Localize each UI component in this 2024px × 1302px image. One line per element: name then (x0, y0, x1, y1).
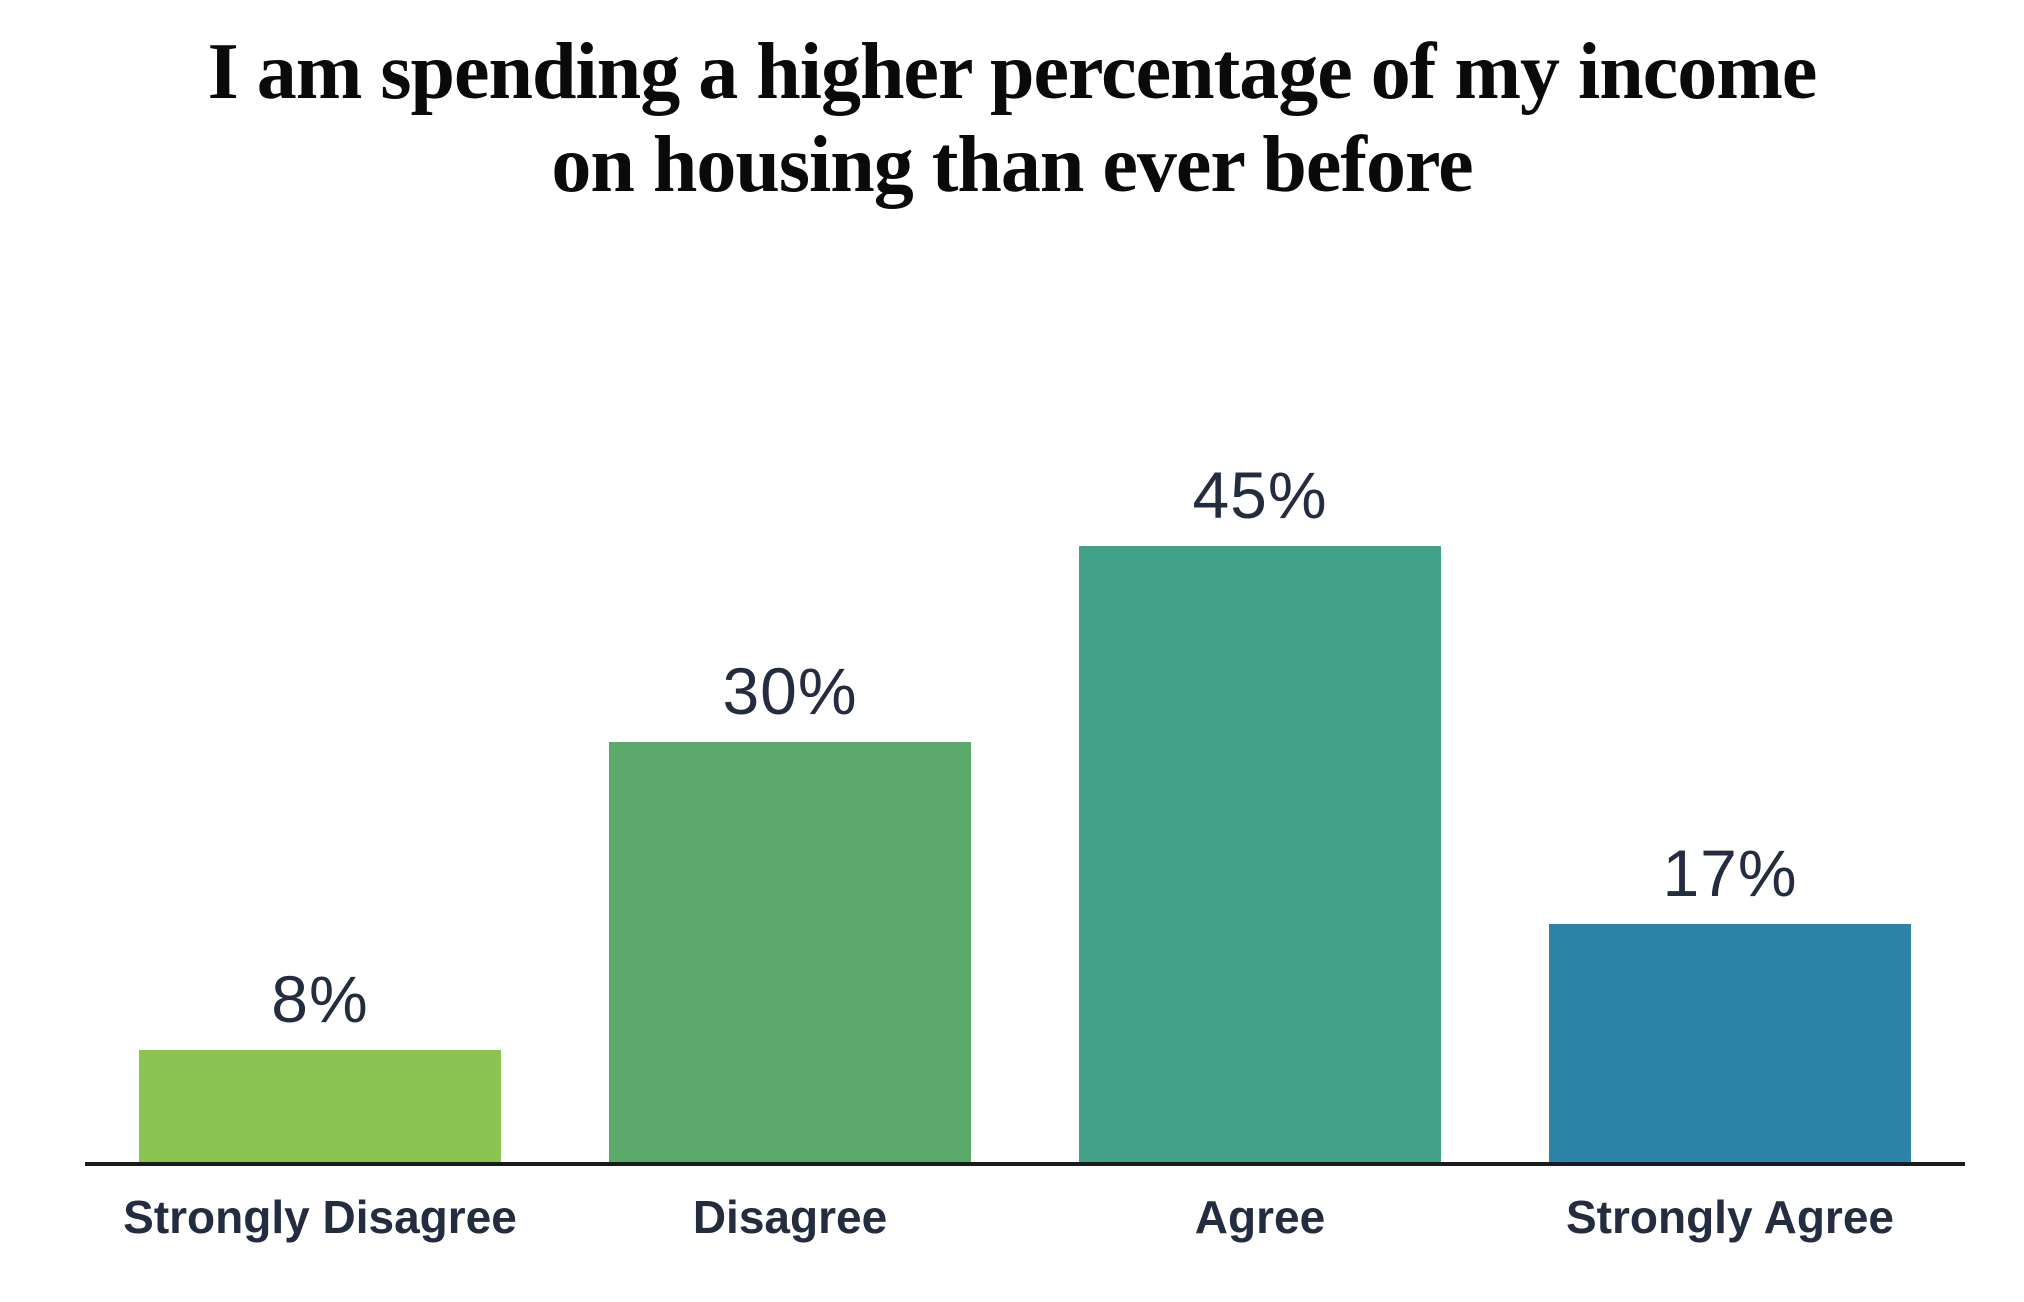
bar (139, 1049, 501, 1162)
x-axis-label: Strongly Agree (1565, 1190, 1895, 1243)
x-axis-category-labels: Strongly Disagree Disagree Agree Strongly A… (85, 1166, 1965, 1243)
chart-title: I am spending a higher percentage of my … (0, 0, 2024, 212)
x-axis-label: Agree (1194, 1190, 1326, 1243)
x-axis-label: Disagree (692, 1190, 888, 1243)
bar-value-label: 17% (1662, 835, 1798, 910)
bar-group-strongly-agree: 17% (1495, 462, 1965, 1162)
bar (1549, 923, 1911, 1162)
bar-value-label: 8% (271, 961, 369, 1036)
chart-title-line-2: on housing than ever before (551, 120, 1473, 209)
x-axis-label: Strongly Disagree (123, 1190, 517, 1243)
bar-group-strongly-disagree: 8% (85, 462, 555, 1162)
bar-chart: 8% 30% 45% 17% Strongly Disagree Disagree Agr… (85, 462, 1965, 1243)
bar (609, 741, 971, 1162)
bar-group-disagree: 30% (555, 462, 1025, 1162)
chart-title-line-1: I am spending a higher percentage of my … (207, 28, 1818, 116)
bar-group-agree: 45% (1025, 462, 1495, 1162)
bar-value-label: 45% (1192, 457, 1328, 532)
plot-area: 8% 30% 45% 17% (85, 462, 1965, 1166)
bar (1079, 545, 1441, 1162)
bar-value-label: 30% (722, 653, 858, 728)
